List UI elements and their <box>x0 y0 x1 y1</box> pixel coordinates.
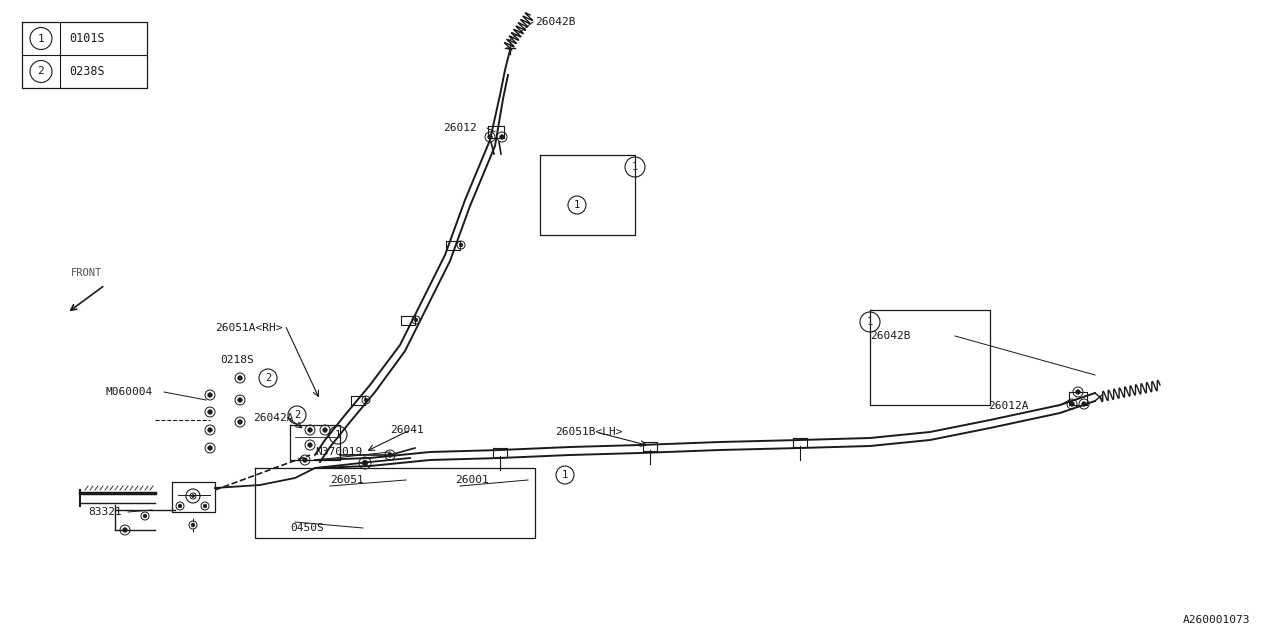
Text: 26012A: 26012A <box>988 401 1029 411</box>
Text: 26042A: 26042A <box>253 413 293 423</box>
Text: 2: 2 <box>37 67 45 77</box>
Circle shape <box>207 393 212 397</box>
Circle shape <box>123 528 127 532</box>
Text: 26042B: 26042B <box>870 331 910 341</box>
Text: A260001073: A260001073 <box>1183 615 1251 625</box>
Text: 1: 1 <box>867 317 873 327</box>
Circle shape <box>415 318 417 322</box>
Text: 0238S: 0238S <box>69 65 105 78</box>
Text: 1: 1 <box>562 470 568 480</box>
Text: 26051: 26051 <box>330 475 364 485</box>
Text: N370019: N370019 <box>315 447 362 457</box>
Circle shape <box>238 397 242 403</box>
Circle shape <box>191 524 195 527</box>
Circle shape <box>207 410 212 414</box>
Circle shape <box>192 495 195 497</box>
Circle shape <box>362 460 367 466</box>
Text: 2: 2 <box>265 373 271 383</box>
Circle shape <box>365 398 367 402</box>
Circle shape <box>143 514 147 518</box>
Text: 1: 1 <box>37 33 45 44</box>
Text: 1: 1 <box>573 200 580 210</box>
Text: 26041: 26041 <box>390 425 424 435</box>
Circle shape <box>178 504 182 508</box>
Circle shape <box>388 452 392 457</box>
Circle shape <box>238 376 242 380</box>
Circle shape <box>303 458 307 462</box>
Text: 0101S: 0101S <box>69 32 105 45</box>
Circle shape <box>1082 402 1087 406</box>
Text: 26051A<RH>: 26051A<RH> <box>215 323 283 333</box>
Text: 0218S: 0218S <box>220 355 253 365</box>
Circle shape <box>207 428 212 432</box>
Circle shape <box>323 428 328 432</box>
Circle shape <box>207 445 212 451</box>
Text: M060004: M060004 <box>105 387 152 397</box>
Circle shape <box>499 135 504 140</box>
Text: 26012: 26012 <box>443 123 476 133</box>
Circle shape <box>488 135 493 140</box>
Text: 1: 1 <box>335 430 342 440</box>
Circle shape <box>307 443 312 447</box>
Circle shape <box>204 504 207 508</box>
Text: 26051B<LH>: 26051B<LH> <box>556 427 622 437</box>
Text: 83321: 83321 <box>88 507 122 517</box>
Circle shape <box>460 243 463 247</box>
Circle shape <box>238 420 242 424</box>
Text: 26042B: 26042B <box>535 17 576 27</box>
Text: 1: 1 <box>632 162 639 172</box>
Text: FRONT: FRONT <box>72 268 102 278</box>
Text: 2: 2 <box>294 410 300 420</box>
Circle shape <box>307 428 312 432</box>
Circle shape <box>1075 390 1080 394</box>
Circle shape <box>1070 402 1074 406</box>
Text: 26001: 26001 <box>454 475 489 485</box>
Text: 0450S: 0450S <box>291 523 324 533</box>
